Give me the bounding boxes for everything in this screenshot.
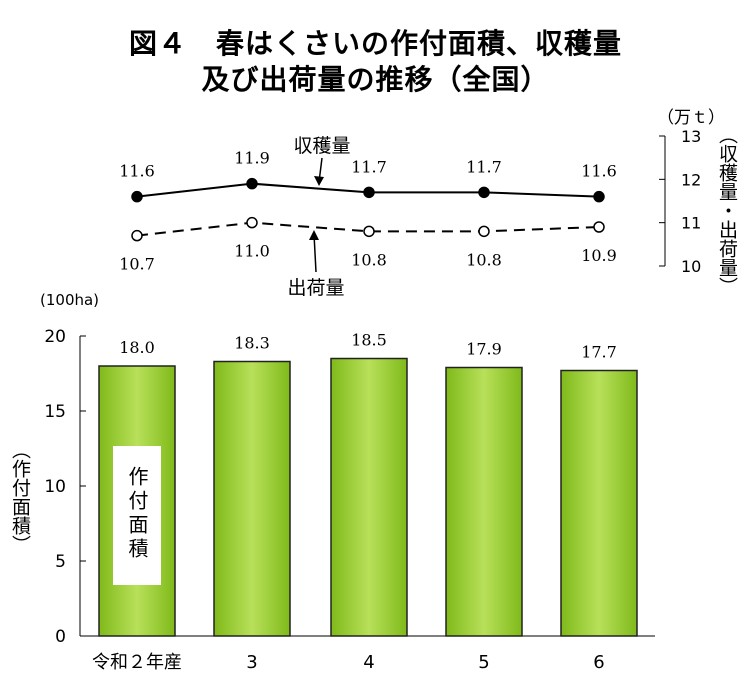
series-value-label-1: 11.9 bbox=[234, 149, 270, 168]
chart-title-line-2: 及び出荷量の推移（全国） bbox=[201, 63, 550, 96]
series-point-2 bbox=[593, 221, 605, 233]
series-point-1 bbox=[131, 190, 143, 203]
chart-title-line-1: 図４ 春はくさいの作付面積、収穫量 bbox=[128, 27, 622, 60]
x-tick-label: 5 bbox=[478, 652, 489, 673]
bar-value-label: 17.7 bbox=[581, 343, 617, 362]
bar-legend-label: 作付面積 bbox=[125, 466, 149, 562]
bar-y-unit-label: (100ha) bbox=[40, 291, 99, 309]
series-point-1 bbox=[593, 190, 605, 203]
bar-chart-area: 0 5 10 15 20 (100ha) （作付面積） 18.0 18.3 18.5 17.9 17.… bbox=[9, 291, 655, 673]
x-tick-label: 令和２年産 bbox=[92, 652, 182, 673]
line-y-tick-label: 13 bbox=[681, 127, 701, 146]
series-point-1 bbox=[246, 177, 258, 190]
series-value-label-1: 11.6 bbox=[581, 162, 617, 181]
bar-y-tick-label: 20 bbox=[44, 327, 66, 347]
bar-value-label: 18.5 bbox=[351, 331, 387, 350]
bar-y-tick-label: 10 bbox=[44, 477, 66, 497]
series-value-label-2: 10.9 bbox=[581, 246, 617, 265]
x-tick-label: 3 bbox=[246, 652, 257, 673]
annotation-arrowhead-2 bbox=[309, 230, 319, 240]
series-value-label-2: 11.0 bbox=[234, 242, 270, 261]
line-chart-area: 10 11 12 13（万ｔ）（収穫量・出荷量） 11.6 11.9 11.7 11.7 11.… bbox=[119, 108, 738, 299]
bar-y-axis-title: （作付面積） bbox=[9, 440, 31, 554]
series-value-label-1: 11.7 bbox=[351, 157, 387, 176]
series-value-label-2: 10.8 bbox=[351, 250, 387, 269]
line-y-unit-label: （万ｔ） bbox=[657, 108, 725, 128]
series-value-label-2: 10.8 bbox=[466, 250, 502, 269]
series-name-annotation-2: 出荷量 bbox=[287, 277, 344, 299]
annotation-arrowhead-1 bbox=[314, 176, 324, 186]
bar bbox=[445, 366, 523, 637]
series-value-label-1: 11.6 bbox=[119, 162, 155, 181]
series-point-2 bbox=[246, 216, 258, 229]
series-value-label-1: 11.7 bbox=[466, 157, 502, 176]
bar-legend-box bbox=[113, 446, 161, 585]
x-tick-label: 4 bbox=[363, 652, 374, 673]
line-y-tick-label: 11 bbox=[681, 214, 701, 233]
line-y-axis-title: （収穫量・出荷量） bbox=[716, 125, 738, 296]
line-y-tick-label: 10 bbox=[681, 257, 701, 276]
bar-value-label: 18.0 bbox=[119, 338, 155, 357]
bar-value-label: 18.3 bbox=[234, 334, 270, 353]
bar bbox=[330, 357, 408, 637]
series-point-2 bbox=[363, 225, 375, 238]
series-point-1 bbox=[478, 186, 490, 199]
bar-y-tick-label: 15 bbox=[44, 402, 66, 422]
series-line-2 bbox=[136, 221, 600, 237]
bar-value-label: 17.9 bbox=[466, 340, 502, 359]
series-name-annotation-1: 収穫量 bbox=[293, 135, 350, 157]
bar-y-tick-label: 5 bbox=[55, 552, 66, 572]
bar bbox=[560, 369, 638, 637]
bar bbox=[213, 360, 291, 637]
series-point-2 bbox=[478, 225, 490, 238]
series-point-1 bbox=[363, 186, 375, 199]
x-tick-label: 6 bbox=[593, 652, 604, 673]
annotation-arrow-2 bbox=[313, 233, 317, 273]
line-y-tick-label: 12 bbox=[681, 170, 701, 189]
bar-y-tick-label: 0 bbox=[55, 627, 66, 647]
series-value-label-2: 10.7 bbox=[119, 255, 155, 274]
series-point-2 bbox=[131, 229, 143, 242]
